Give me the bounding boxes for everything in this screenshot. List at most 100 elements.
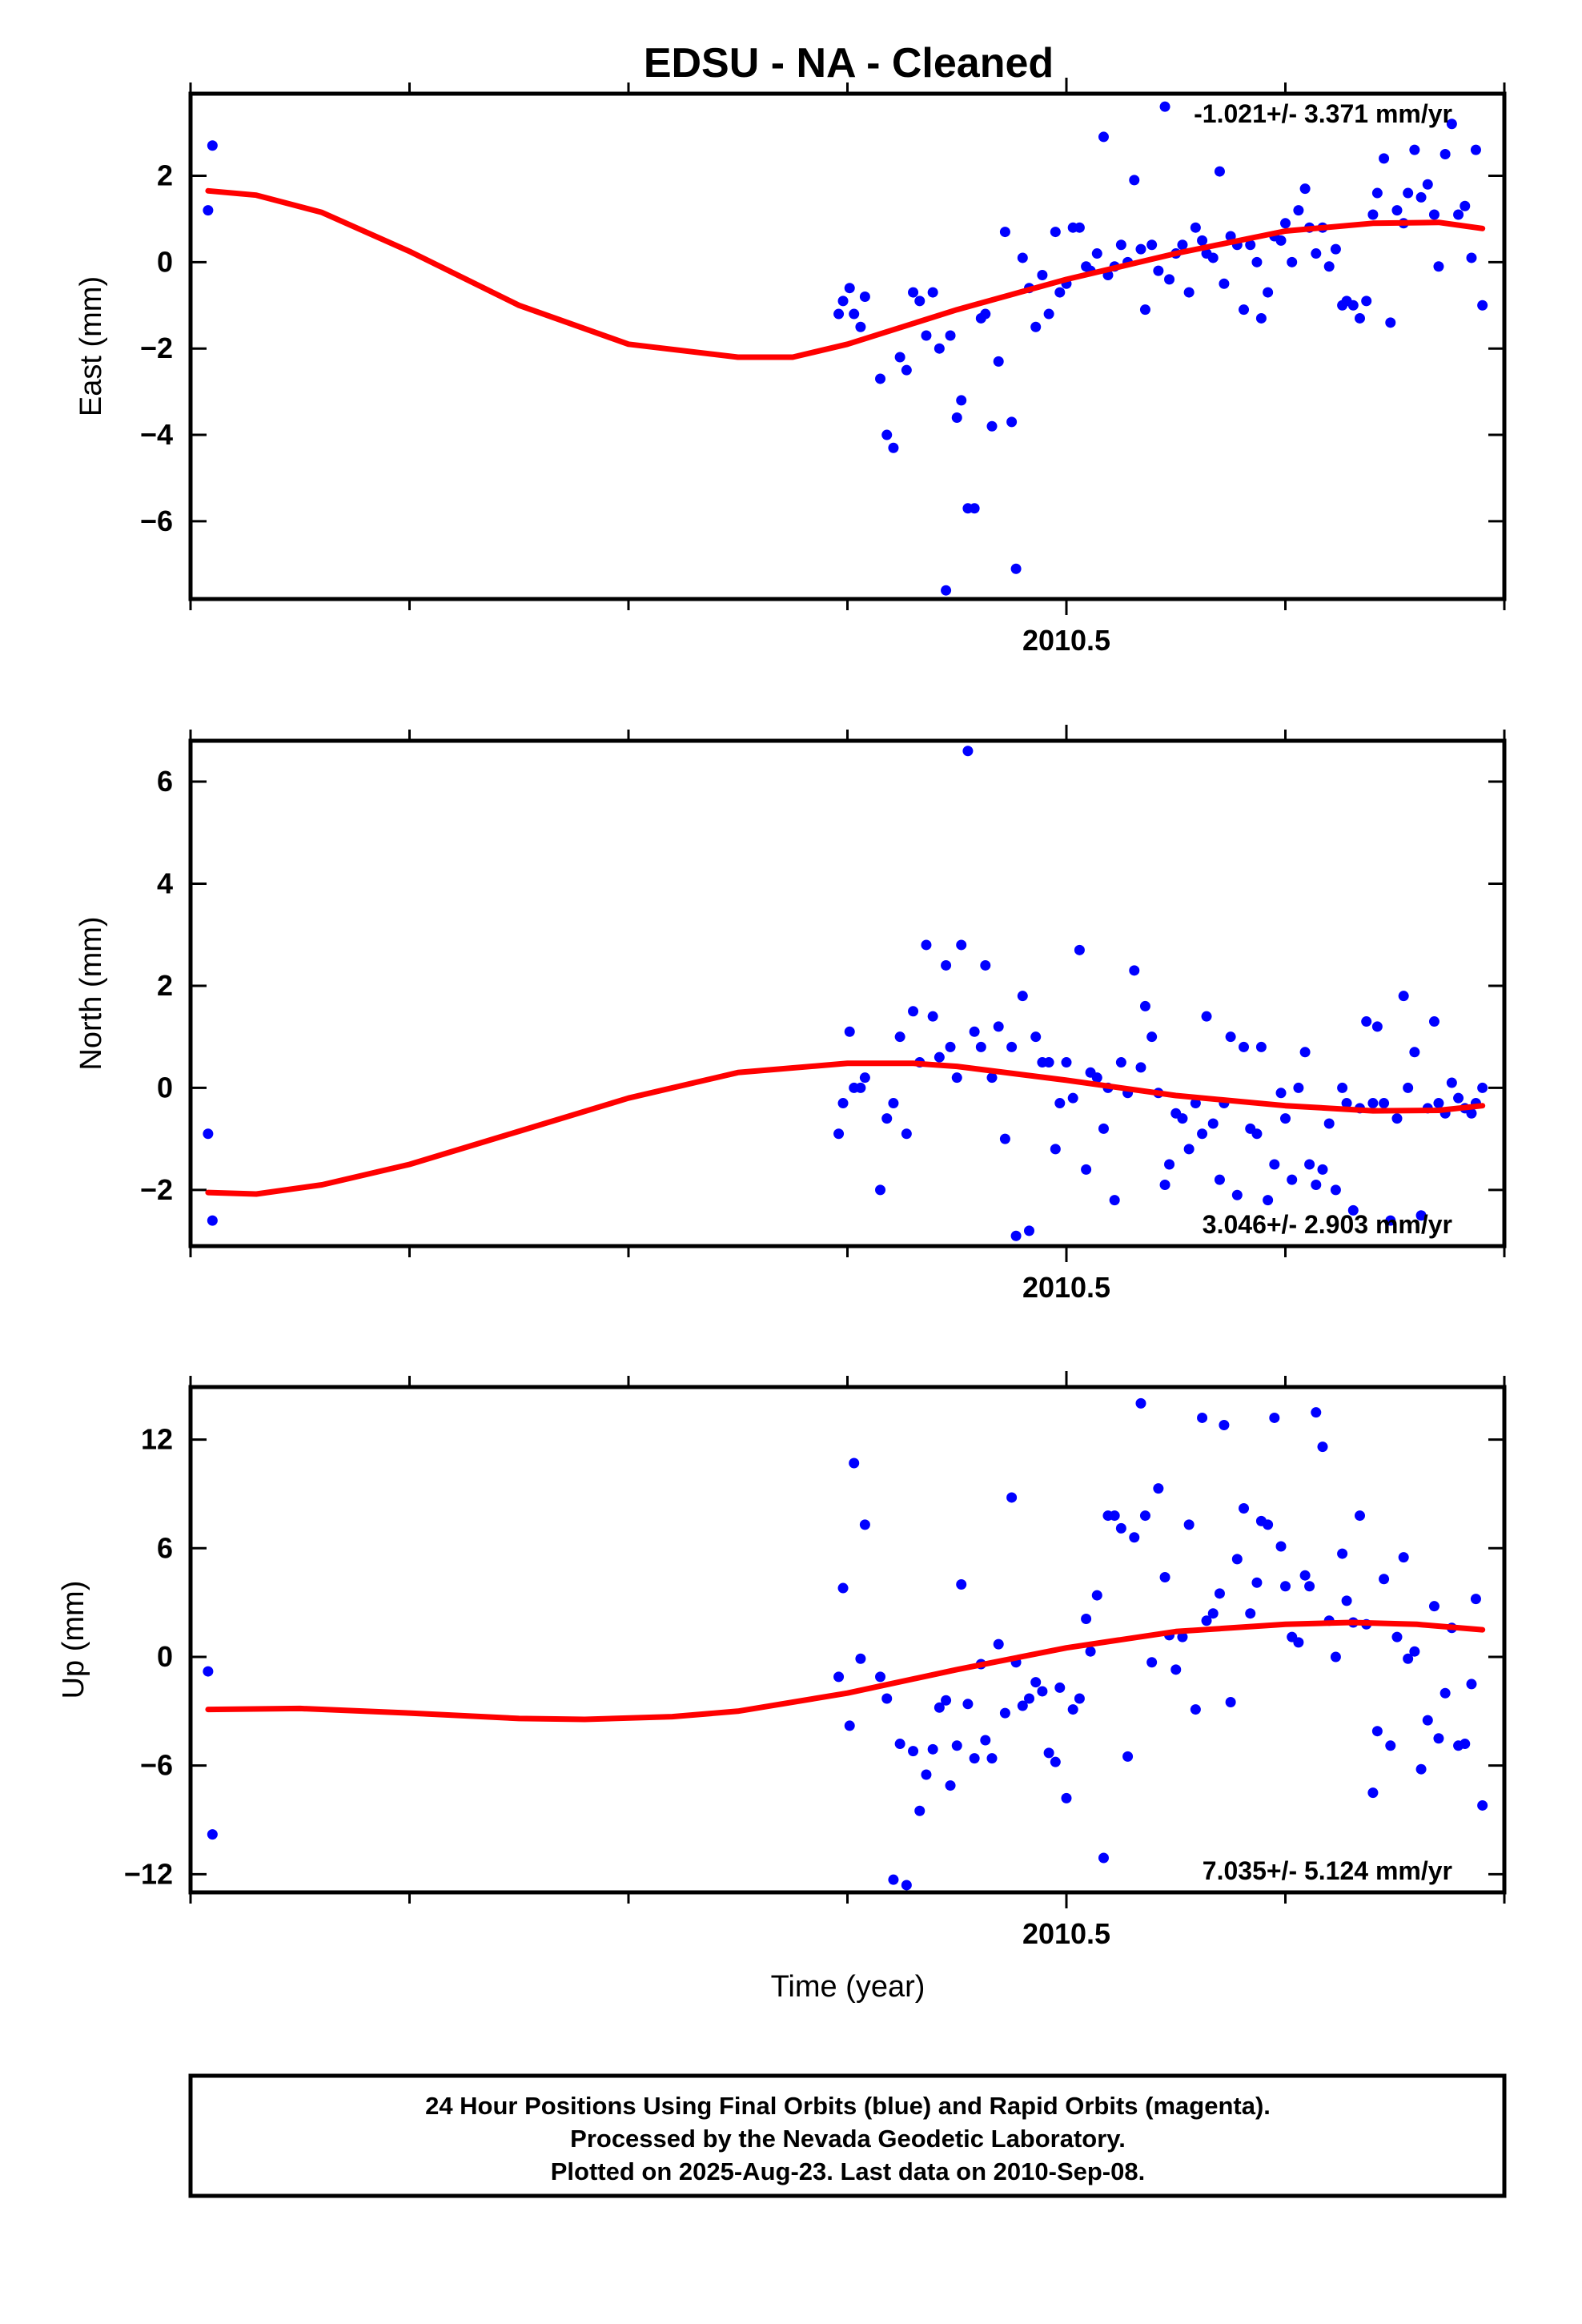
up-xtick-label: 2010.5 <box>1022 1917 1110 1950</box>
east-data-point <box>207 140 218 151</box>
up-data-point <box>999 1707 1010 1719</box>
east-data-point <box>1219 278 1230 289</box>
east-data-point <box>1466 252 1477 263</box>
up-data-point <box>1201 1615 1212 1626</box>
north-data-point <box>1255 1041 1267 1052</box>
up-ytick-label: −6 <box>140 1749 173 1782</box>
east-ytick-label: 0 <box>157 245 173 278</box>
east-data-point <box>1477 300 1488 311</box>
north-data-point <box>945 1041 956 1052</box>
east-data-point <box>1293 205 1304 216</box>
up-data-point <box>914 1805 926 1816</box>
east-data-point <box>986 420 998 432</box>
up-data-point <box>1311 1407 1322 1418</box>
north-data-point <box>1146 1031 1158 1043</box>
east-data-point <box>956 395 967 406</box>
north-data-point <box>1263 1195 1274 1206</box>
panel-east: 2 0 −2 −4 −6 2010.5 -1.021+/- 3.371 mm/yr East … <box>74 78 1507 657</box>
up-data-point <box>1403 1653 1414 1664</box>
north-data-point <box>1379 1098 1390 1109</box>
east-data-point <box>1006 416 1018 428</box>
east-data-point <box>951 412 962 423</box>
up-data-point <box>1115 1522 1126 1534</box>
north-data-point <box>1017 991 1028 1002</box>
east-data-point <box>1037 270 1048 281</box>
up-data-point <box>875 1671 886 1683</box>
east-data-point <box>1177 239 1188 251</box>
east-data-point <box>1446 119 1457 130</box>
north-data-point <box>894 1031 905 1043</box>
up-data-point <box>1428 1601 1439 1612</box>
east-data-point <box>1010 563 1022 574</box>
east-data-point <box>941 585 952 596</box>
north-data-point <box>1280 1113 1291 1124</box>
up-data-point <box>203 1666 214 1677</box>
up-data-point <box>1439 1687 1451 1699</box>
up-data-point <box>1371 1726 1383 1737</box>
east-data-point <box>1255 312 1267 324</box>
up-data-point <box>1231 1554 1243 1565</box>
up-data-point <box>908 1746 919 1757</box>
north-data-point <box>1231 1189 1243 1200</box>
east-data-point <box>844 283 855 294</box>
east-data-point <box>908 287 919 298</box>
up-data-point <box>1225 1697 1236 1708</box>
north-data-point <box>999 1133 1010 1144</box>
north-data-point <box>1337 1082 1348 1093</box>
north-data-point <box>921 939 932 951</box>
east-data-point <box>855 321 866 332</box>
north-data-point <box>203 1128 214 1140</box>
east-data-point <box>1311 248 1322 259</box>
north-data-point <box>1341 1098 1352 1109</box>
north-data-point <box>956 939 967 951</box>
north-data-point <box>1061 1057 1072 1068</box>
up-data-point <box>837 1582 849 1594</box>
up-data-point <box>962 1699 974 1710</box>
up-data-point <box>1043 1747 1054 1759</box>
north-data-point <box>1311 1180 1322 1191</box>
north-data-point <box>980 959 991 971</box>
up-data-point <box>1017 1700 1028 1711</box>
east-data-point <box>1115 239 1126 251</box>
east-data-point <box>1251 256 1263 267</box>
north-data-point <box>1183 1144 1195 1155</box>
north-data-point <box>951 1072 962 1084</box>
north-data-point <box>833 1128 845 1140</box>
east-data-point <box>1129 175 1140 186</box>
north-ytick-label: 0 <box>157 1071 173 1104</box>
up-data-point <box>1330 1651 1341 1663</box>
up-data-point <box>1269 1412 1280 1423</box>
east-data-point <box>1287 256 1298 267</box>
up-plot-frame <box>188 1385 1507 1895</box>
east-data-point <box>1225 231 1236 242</box>
figure-title: EDSU - NA - Cleaned <box>644 40 1054 86</box>
east-data-point <box>1091 248 1102 259</box>
up-data-point <box>859 1519 870 1530</box>
up-data-point <box>921 1769 932 1780</box>
up-data-point <box>894 1739 905 1750</box>
east-data-point <box>1280 218 1291 229</box>
north-data-point <box>908 1006 919 1017</box>
east-data-point <box>1164 274 1175 285</box>
east-data-point <box>1207 252 1219 263</box>
east-data-point <box>901 364 912 376</box>
north-data-point <box>1098 1123 1109 1134</box>
east-rate-label: -1.021+/- 3.371 mm/yr <box>1194 99 1452 128</box>
north-data-point <box>1477 1082 1488 1093</box>
footer-frame <box>188 2073 1507 2198</box>
east-data-point <box>1361 296 1372 307</box>
north-data-point <box>1024 1225 1035 1236</box>
east-data-point <box>837 296 849 307</box>
east-data-point <box>875 373 886 384</box>
east-data-point <box>1323 261 1335 272</box>
north-data-point <box>1091 1072 1102 1084</box>
up-ytick-label: 6 <box>157 1531 173 1564</box>
east-data-point <box>1239 304 1250 316</box>
north-data-point <box>901 1128 912 1140</box>
north-data-point <box>1317 1164 1328 1175</box>
up-data-point <box>1354 1510 1365 1522</box>
up-data-point <box>1304 1581 1315 1592</box>
east-data-point <box>1183 287 1195 298</box>
east-data-point <box>1043 308 1054 320</box>
footer-box: 24 Hour Positions Using Final Orbits (bl… <box>188 2073 1507 2198</box>
